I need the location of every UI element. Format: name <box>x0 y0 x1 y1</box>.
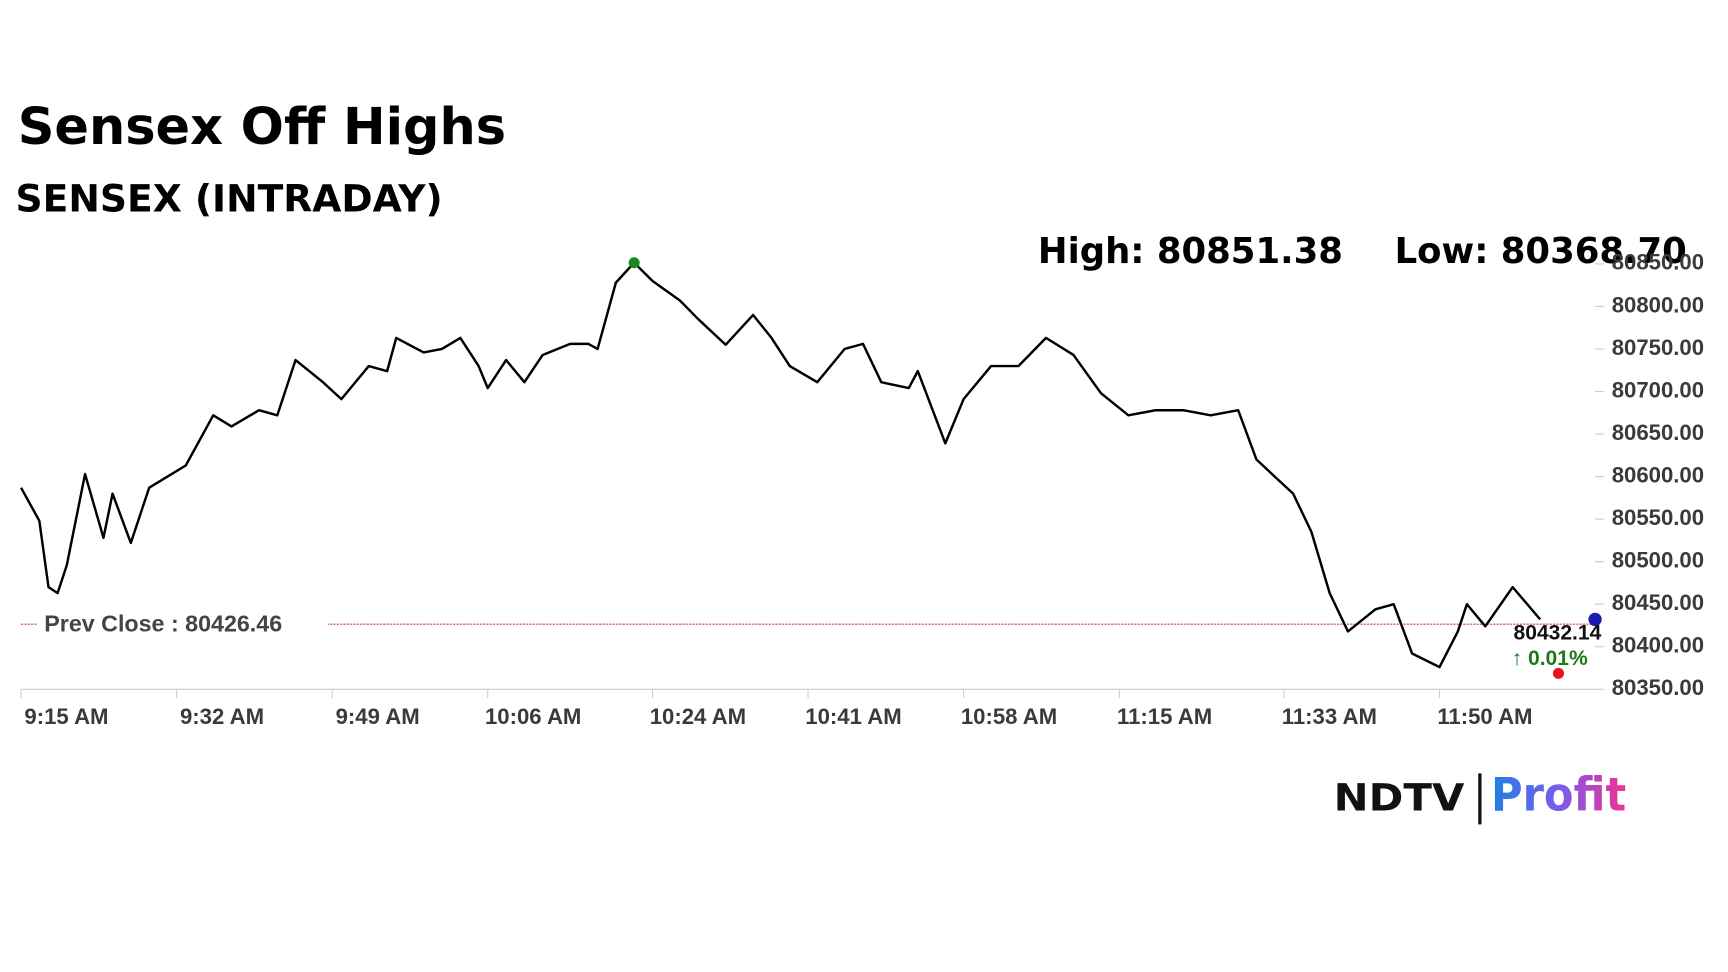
y-tick-label: 80700.00 <box>1612 377 1704 402</box>
y-tick-label: 80350.00 <box>1612 675 1704 700</box>
y-tick-label: 80850.00 <box>1612 250 1704 275</box>
y-tick-label: 80750.00 <box>1612 335 1704 360</box>
logo-right: Profit <box>1491 767 1626 821</box>
logo-left: NDTV <box>1334 776 1465 820</box>
x-tick-label: 9:32 AM <box>180 704 264 729</box>
prev-close-bg <box>37 608 328 640</box>
x-tick-label: 10:06 AM <box>485 704 581 729</box>
y-tick-label: 80500.00 <box>1612 547 1704 572</box>
y-tick-label: 80400.00 <box>1612 633 1704 658</box>
chart-subtitle: SENSEX (INTRADAY) <box>16 176 443 220</box>
x-tick-label: 10:58 AM <box>961 704 1057 729</box>
high-marker <box>628 257 640 269</box>
x-tick-label: 11:33 AM <box>1282 704 1377 729</box>
change: ↑ 0.01% <box>1512 647 1588 670</box>
y-tick-label: 80650.00 <box>1612 420 1704 445</box>
last-price: 80432.14 <box>1514 621 1602 644</box>
y-tick-label: 80550.00 <box>1612 505 1704 530</box>
low-marker <box>1552 667 1565 679</box>
x-tick-label: 11:15 AM <box>1117 704 1212 729</box>
logo: NDTV Profit <box>1334 767 1626 825</box>
chart-title: Sensex Off Highs <box>18 98 506 157</box>
last-marker <box>1588 612 1602 627</box>
prev-close-label: Prev Close : 80426.46 <box>44 610 282 636</box>
x-tick-label: 10:41 AM <box>805 704 901 729</box>
x-tick-label: 9:49 AM <box>336 704 420 729</box>
low-label: Low: 80368.70 <box>1395 231 1687 272</box>
x-tick-label: 9:15 AM <box>24 704 108 729</box>
y-tick-label: 80600.00 <box>1612 462 1704 487</box>
x-tick-label: 11:50 AM <box>1437 704 1532 729</box>
y-tick-label: 80800.00 <box>1612 292 1704 317</box>
y-tick-label: 80450.00 <box>1612 590 1704 615</box>
x-tick-label: 10:24 AM <box>650 704 746 729</box>
high-label: High: 80851.38 <box>1038 231 1343 272</box>
price-line <box>19 261 1542 669</box>
